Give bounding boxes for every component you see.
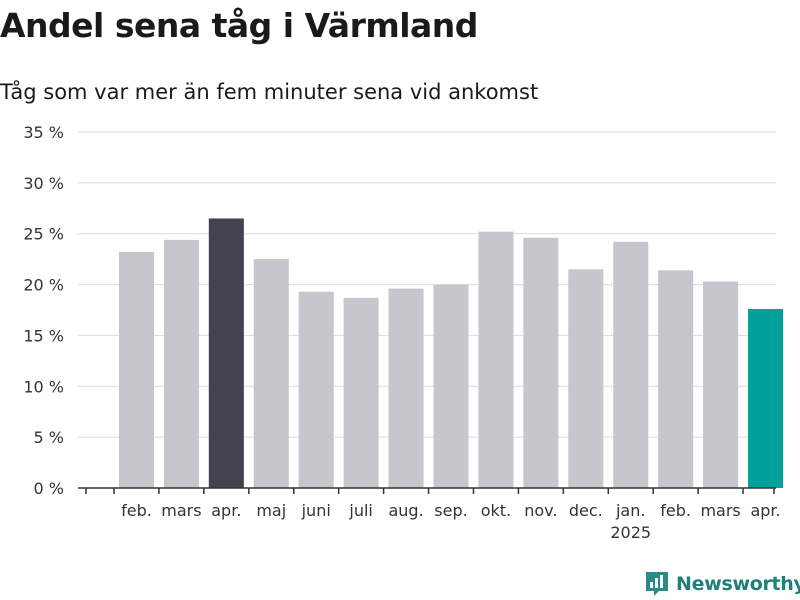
bar: [523, 237, 559, 488]
x-tick-label: feb.: [121, 501, 152, 520]
y-tick-label: 0 %: [34, 479, 64, 498]
newsworthy-logo-icon: [646, 572, 668, 596]
x-tick-label: feb.: [660, 501, 691, 520]
chart-subtitle: Tåg som var mer än fem minuter sena vid …: [0, 80, 539, 104]
y-tick-label: 10 %: [23, 377, 64, 396]
y-tick-label: 35 %: [23, 123, 64, 142]
bar: [748, 308, 784, 488]
x-tick-label: nov.: [524, 501, 557, 520]
x-tick-label: juli: [348, 501, 372, 520]
x-tick-label: mars: [700, 501, 740, 520]
bar: [208, 218, 244, 488]
x-tick-label: apr.: [211, 501, 241, 520]
bar: [658, 270, 694, 488]
bar: [388, 288, 424, 488]
bar: [613, 241, 649, 488]
x-tick-label: mars: [161, 501, 201, 520]
x-tick-label: sep.: [434, 501, 467, 520]
brand-name: Newsworthy: [676, 573, 800, 595]
bar: [118, 252, 154, 488]
y-tick-label: 5 %: [34, 428, 64, 447]
bar: [298, 291, 334, 488]
x-tick-label: okt.: [481, 501, 511, 520]
chart-title: Andel sena tåg i Värmland: [0, 6, 478, 45]
x-tick-label: dec.: [569, 501, 603, 520]
bar: [568, 269, 604, 488]
y-tick-label: 25 %: [23, 225, 64, 244]
y-tick-label: 20 %: [23, 276, 64, 295]
bar: [703, 281, 739, 488]
y-tick-label: 30 %: [23, 174, 64, 193]
bar: [253, 259, 289, 488]
bar: [433, 284, 469, 488]
x-tick-label: aug.: [388, 501, 423, 520]
year-label: 2025: [610, 523, 651, 542]
bar: [343, 297, 379, 488]
y-tick-label: 15 %: [23, 326, 64, 345]
brand-logo: Newsworthy: [644, 570, 800, 598]
x-tick-label: apr.: [750, 501, 780, 520]
x-tick-label: jan.: [615, 501, 645, 520]
x-tick-label: juni: [301, 501, 331, 520]
bar: [478, 231, 514, 488]
bar: [163, 239, 199, 488]
x-tick-label: maj: [256, 501, 286, 520]
